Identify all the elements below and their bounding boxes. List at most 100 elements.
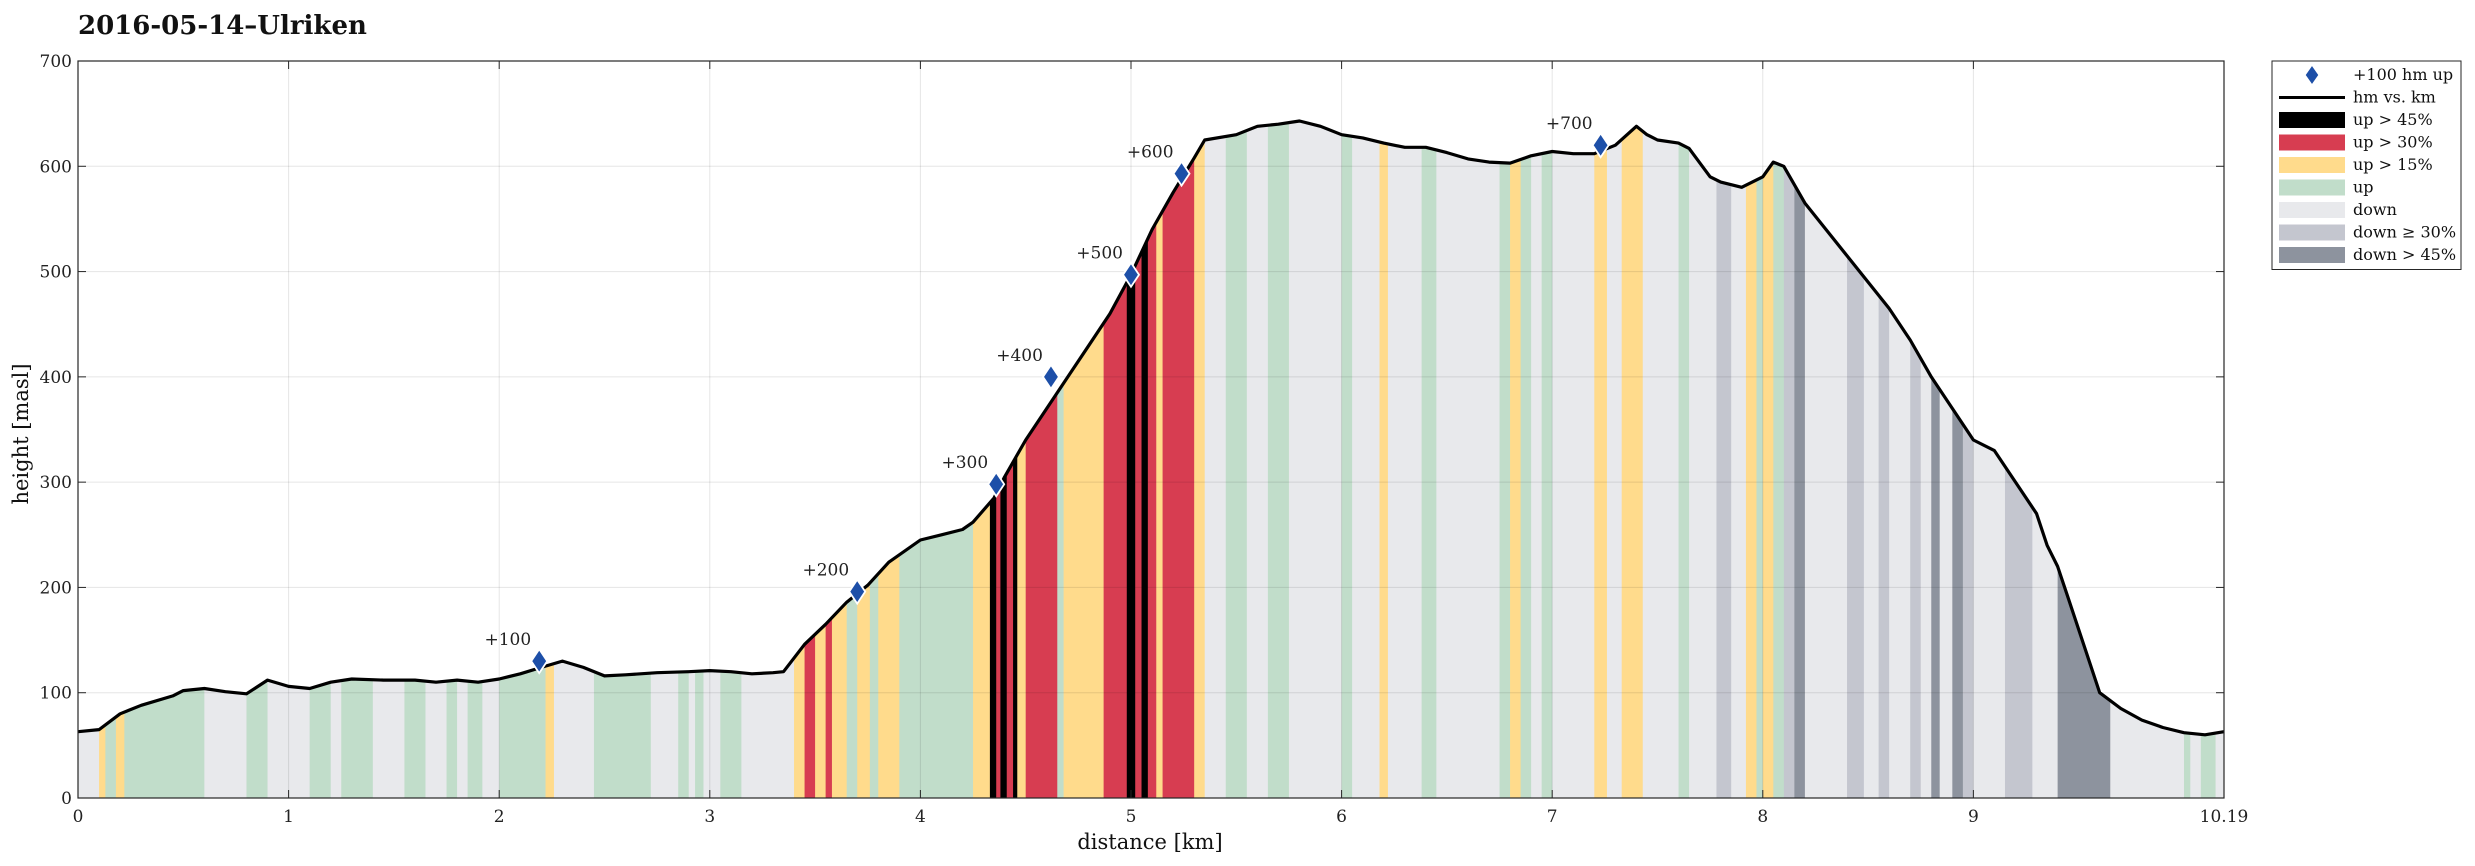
legend-swatch-up15 bbox=[2279, 157, 2345, 173]
legend-label: up bbox=[2353, 178, 2374, 197]
band-down bbox=[1352, 61, 1380, 798]
band-up bbox=[1678, 61, 1690, 798]
band-down bbox=[1731, 61, 1747, 798]
y-tick-label: 400 bbox=[40, 368, 72, 388]
band-up bbox=[1341, 61, 1353, 798]
band-down bbox=[1552, 61, 1595, 798]
x-tick-label: 3 bbox=[704, 807, 715, 827]
legend-label: hm vs. km bbox=[2353, 88, 2436, 107]
y-tick-label: 500 bbox=[40, 263, 72, 283]
legend-label: up > 45% bbox=[2353, 110, 2433, 129]
band-up15 bbox=[1156, 61, 1163, 798]
band-down45 bbox=[1794, 61, 1806, 798]
legend-swatch-down30 bbox=[2279, 224, 2345, 241]
x-tick-label: 1 bbox=[283, 807, 294, 827]
y-tick-label: 200 bbox=[40, 578, 72, 598]
y-tick-label: 300 bbox=[40, 473, 72, 493]
band-up bbox=[1421, 61, 1437, 798]
band-down bbox=[1920, 61, 1932, 798]
hm-marker bbox=[987, 470, 1006, 498]
x-tick-label: 8 bbox=[1757, 807, 1768, 827]
profile-line-group bbox=[77, 119, 2225, 737]
legend-label: down > 45% bbox=[2353, 245, 2456, 264]
y-tick-label: 0 bbox=[61, 789, 72, 809]
band-down bbox=[1531, 61, 1543, 798]
hm-marker bbox=[848, 578, 867, 606]
hm-marker bbox=[1041, 363, 1061, 391]
hm-marker-label: +400 bbox=[996, 346, 1043, 366]
hm-marker bbox=[1591, 131, 1610, 159]
band-down bbox=[1642, 61, 1679, 798]
legend-swatch-marker bbox=[2304, 63, 2320, 87]
hm-marker bbox=[530, 647, 549, 675]
band-up bbox=[1756, 61, 1764, 798]
hm-marker-label: +500 bbox=[1076, 244, 1123, 264]
band-up45 bbox=[1126, 61, 1136, 798]
band-down30 bbox=[1910, 61, 1922, 798]
band-down45 bbox=[1931, 61, 1941, 798]
band-up15 bbox=[1745, 61, 1757, 798]
x-axis-title: distance [km] bbox=[1077, 830, 1222, 854]
sky-mask bbox=[78, 61, 2224, 735]
band-down30 bbox=[1783, 61, 1795, 798]
legend-label: up > 15% bbox=[2353, 155, 2433, 174]
band-up30 bbox=[1147, 61, 1157, 798]
legend-label: down bbox=[2353, 200, 2397, 219]
hm-markers: +100 +200 +300 +400 +500 +600 +700 bbox=[485, 114, 1610, 675]
x-tick-label: 0 bbox=[73, 807, 84, 827]
legend-swatch-up bbox=[2279, 179, 2345, 196]
hm-marker-label: +600 bbox=[1127, 143, 1174, 163]
band-up15 bbox=[1621, 61, 1644, 798]
band-down bbox=[1689, 61, 1717, 798]
legend-label: +100 hm up bbox=[2353, 65, 2453, 84]
legend-label: down ≥ 30% bbox=[2353, 223, 2456, 242]
hm-marker-label: +100 bbox=[485, 630, 532, 650]
band-up15 bbox=[1379, 61, 1389, 798]
band-up45 bbox=[1141, 61, 1149, 798]
y-tick-label: 700 bbox=[40, 52, 72, 72]
band-up15 bbox=[1594, 61, 1608, 798]
band-up15 bbox=[1194, 61, 1206, 798]
x-tick-label: 6 bbox=[1336, 807, 1347, 827]
band-up bbox=[1520, 61, 1532, 798]
elevation-line bbox=[77, 119, 2225, 737]
x-tick-label: 10.19 bbox=[2200, 807, 2249, 827]
band-up bbox=[1541, 61, 1553, 798]
legend-swatch-up30 bbox=[2279, 134, 2345, 151]
legend-label: up > 30% bbox=[2353, 133, 2433, 152]
legend: +100 hm up hm vs. km up > 45% up > 30% up > … bbox=[2271, 60, 2462, 270]
legend-swatch-up45 bbox=[2279, 112, 2345, 128]
axes-box bbox=[77, 60, 2225, 799]
band-down bbox=[1204, 61, 1227, 798]
legend-swatch-down45 bbox=[2279, 247, 2345, 263]
band-up15 bbox=[1510, 61, 1522, 798]
x-tick-label: 5 bbox=[1126, 807, 1137, 827]
band-up bbox=[1499, 61, 1511, 798]
gradient-bands bbox=[78, 61, 2225, 798]
y-tick-label: 100 bbox=[40, 684, 72, 704]
band-down45 bbox=[1952, 61, 1964, 798]
band-up bbox=[1225, 61, 1248, 798]
band-down bbox=[1246, 61, 1269, 798]
x-tick-label: 9 bbox=[1968, 807, 1979, 827]
band-down30 bbox=[1878, 61, 1890, 798]
x-tick-label: 4 bbox=[915, 807, 926, 827]
hm-marker-label: +300 bbox=[942, 453, 989, 473]
band-up bbox=[1057, 61, 1065, 798]
y-axis-title: height [masl] bbox=[9, 363, 33, 504]
hm-marker-label: +200 bbox=[803, 561, 850, 581]
chart-title: 2016-05-14–Ulriken bbox=[78, 11, 367, 41]
legend-swatch-down bbox=[2279, 202, 2345, 218]
band-up30 bbox=[1135, 61, 1142, 798]
band-down30 bbox=[1716, 61, 1732, 798]
y-tick-label: 600 bbox=[40, 157, 72, 177]
hm-marker-label: +700 bbox=[1546, 114, 1593, 134]
band-up15 bbox=[1762, 61, 1774, 798]
band-down bbox=[1436, 61, 1500, 798]
band-down bbox=[1387, 61, 1423, 798]
band-down bbox=[1606, 61, 1623, 798]
hm-marker bbox=[1121, 261, 1141, 289]
band-up bbox=[1773, 61, 1785, 798]
